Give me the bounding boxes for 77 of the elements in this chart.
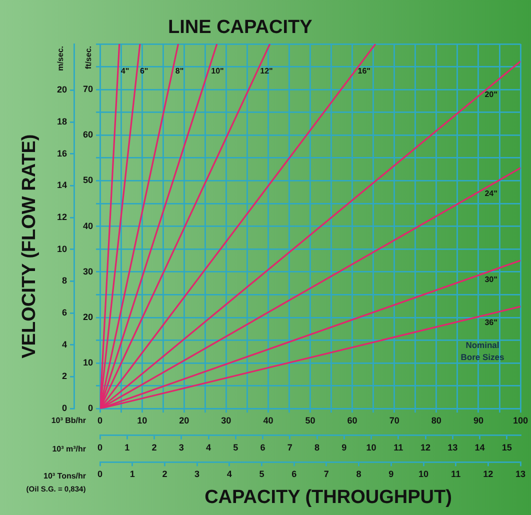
- y-tick-label: 30: [83, 266, 94, 276]
- x2-tick-label: 2: [152, 442, 157, 452]
- y2-tick-label: 6: [62, 308, 68, 318]
- text: VELOCITY (FLOW RATE): [19, 134, 40, 358]
- chart-title: LINE CAPACITY: [168, 17, 313, 38]
- x2-tick-label: 8: [314, 442, 320, 452]
- series-label: 6": [140, 66, 148, 76]
- x-tick-label: 90: [473, 415, 484, 426]
- y-tick-label: 20: [83, 312, 94, 322]
- x2-tick-label: 9: [342, 442, 347, 452]
- text: 12: [483, 469, 494, 480]
- y2-tick-label: 8: [62, 276, 68, 286]
- text: 1: [130, 469, 135, 480]
- x-tick-label: 10: [137, 415, 148, 426]
- y-tick-label: 0: [88, 403, 94, 414]
- y2-tick-label: 16: [56, 148, 68, 158]
- x-tick-label: 60: [347, 415, 358, 426]
- x2-tick-label: 3: [178, 442, 184, 452]
- y2-tick-label: 20: [56, 84, 68, 95]
- text: 11: [451, 469, 461, 480]
- y2-tick-label: 18: [56, 116, 68, 126]
- y2-tick-label: 4: [62, 339, 68, 350]
- text: 10: [418, 469, 428, 480]
- y-axis-title: ft/sec.: [84, 46, 94, 70]
- x-tick-label: 40: [263, 415, 274, 426]
- x2-tick-label: 13: [448, 442, 458, 452]
- y2-tick-label: 10: [56, 244, 68, 254]
- x2-tick-label: 10: [366, 442, 376, 452]
- y2-tick-label: 12: [56, 212, 68, 222]
- x2-tick-label: 1: [124, 442, 130, 452]
- x2-tick-label: 7: [287, 442, 292, 452]
- text: 0: [98, 469, 103, 480]
- x-tick-label: 70: [389, 415, 400, 426]
- x-tick-label: 50: [305, 415, 316, 426]
- x2-tick-label: 12: [420, 442, 431, 452]
- series-label: 8": [175, 66, 184, 76]
- x2-tick-label: 6: [260, 442, 266, 452]
- x2-axis-title: 10³ m³/hr: [52, 444, 86, 454]
- x2-tick-label: 0: [98, 442, 103, 452]
- y2-tick-label: 2: [62, 371, 68, 382]
- x-tick-label: 80: [431, 415, 442, 426]
- text: 5: [259, 469, 264, 480]
- y2-tick-label: 14: [56, 180, 68, 190]
- text: 9: [388, 469, 394, 480]
- text: 4: [226, 469, 232, 480]
- text: 2: [162, 469, 168, 480]
- x-tick-label: 100: [512, 415, 528, 426]
- y-tick-label: 50: [83, 175, 94, 186]
- series-label: 24": [484, 189, 498, 198]
- text: 3: [194, 469, 200, 480]
- series-label: 30": [484, 275, 498, 284]
- text: 8: [356, 469, 362, 480]
- x-axis-title: 10³ Bb/hr: [51, 416, 86, 425]
- text: 7: [324, 469, 329, 480]
- series-label: 10": [211, 66, 224, 76]
- x2-tick-label: 4: [206, 442, 212, 452]
- text: 13: [515, 469, 526, 480]
- text: CAPACITY (THROUGHPUT): [204, 487, 452, 508]
- y-tick-label: 40: [83, 220, 94, 231]
- x2-tick-label: 14: [474, 442, 485, 452]
- x-tick-label: 20: [179, 415, 190, 426]
- y-tick-label: 70: [83, 84, 94, 94]
- text: 10³ Tons/hr: [43, 471, 86, 480]
- series-label: 36": [484, 318, 498, 327]
- x-tick-label: 0: [98, 415, 103, 426]
- series-label: 16": [358, 66, 371, 76]
- y2-tick-label: 0: [62, 403, 68, 414]
- series-label: 20": [484, 90, 498, 99]
- x2-tick-label: 15: [502, 442, 512, 452]
- y2-axis-title: m/sec.: [56, 46, 66, 71]
- y-tick-label: 10: [83, 358, 94, 368]
- y-tick-label: 60: [83, 130, 94, 140]
- x2-tick-label: 5: [233, 442, 238, 452]
- x-tick-label: 30: [221, 415, 232, 426]
- series-label: 4": [120, 66, 130, 76]
- text: 6: [292, 469, 297, 480]
- x2-tick-label: 11: [394, 442, 404, 452]
